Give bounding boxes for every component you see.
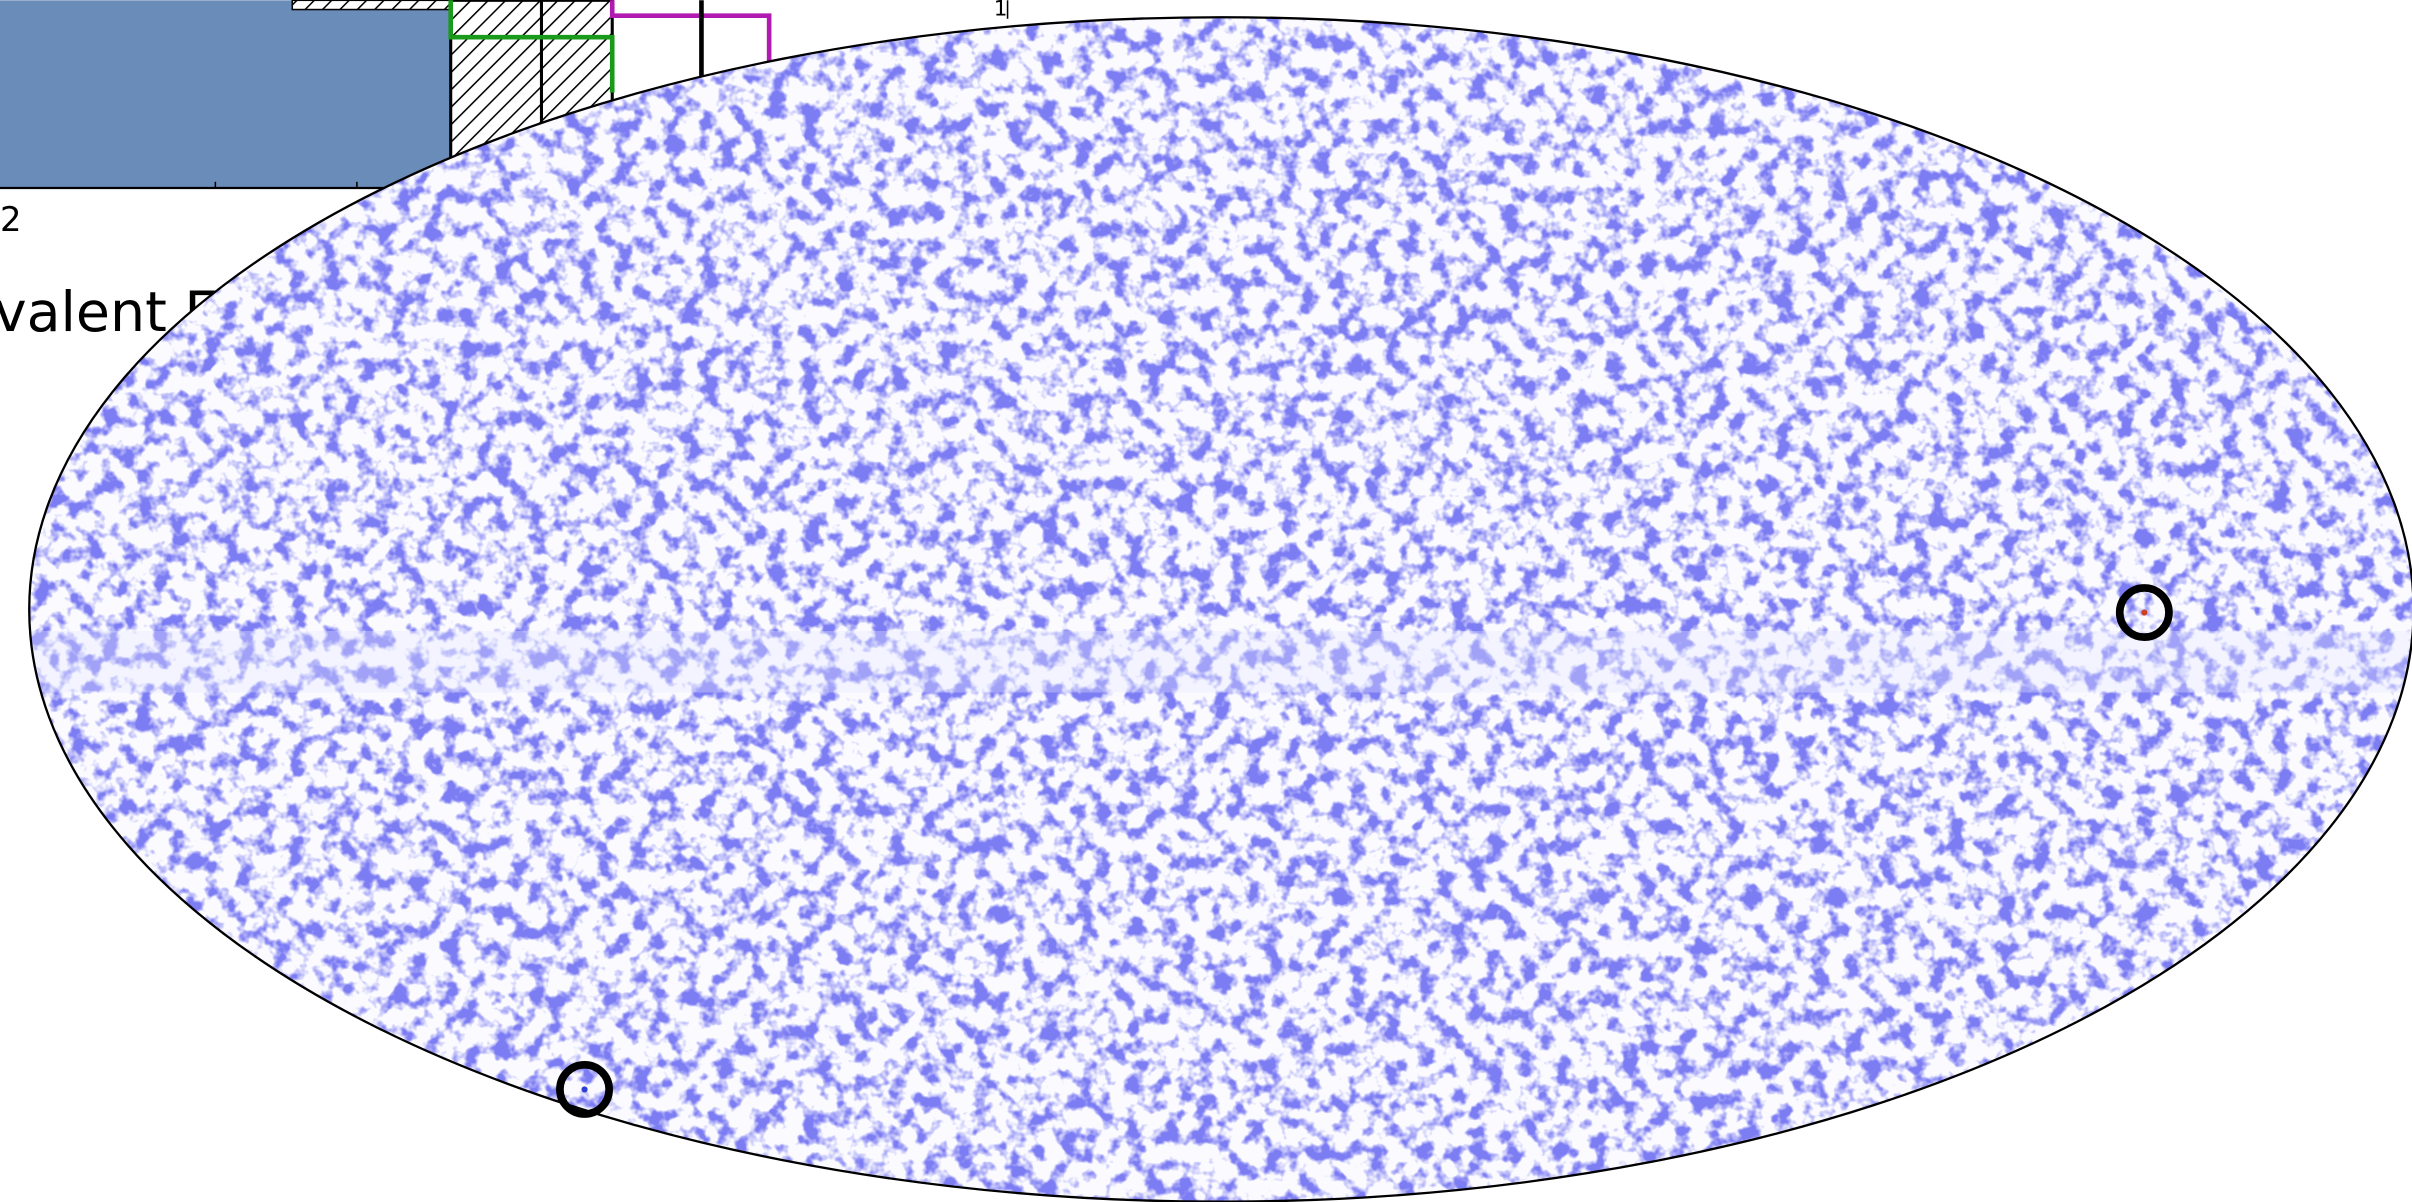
- source-point: [581, 1086, 587, 1092]
- galactic-band: [29, 631, 2412, 693]
- page: 2 1 valent E (() => { const data = JSON.…: [0, 0, 2412, 1202]
- sky-map: [29, 17, 2412, 1201]
- figure: 2 1 valent E: [0, 0, 2412, 1202]
- sky-intensity: [29, 17, 2412, 1201]
- bar: [0, 0, 451, 188]
- source-point: [2141, 609, 2147, 615]
- x-tick-label: 2: [0, 200, 22, 239]
- hatched-bar: [292, 0, 450, 9]
- top-tick-label: 1: [994, 0, 1008, 22]
